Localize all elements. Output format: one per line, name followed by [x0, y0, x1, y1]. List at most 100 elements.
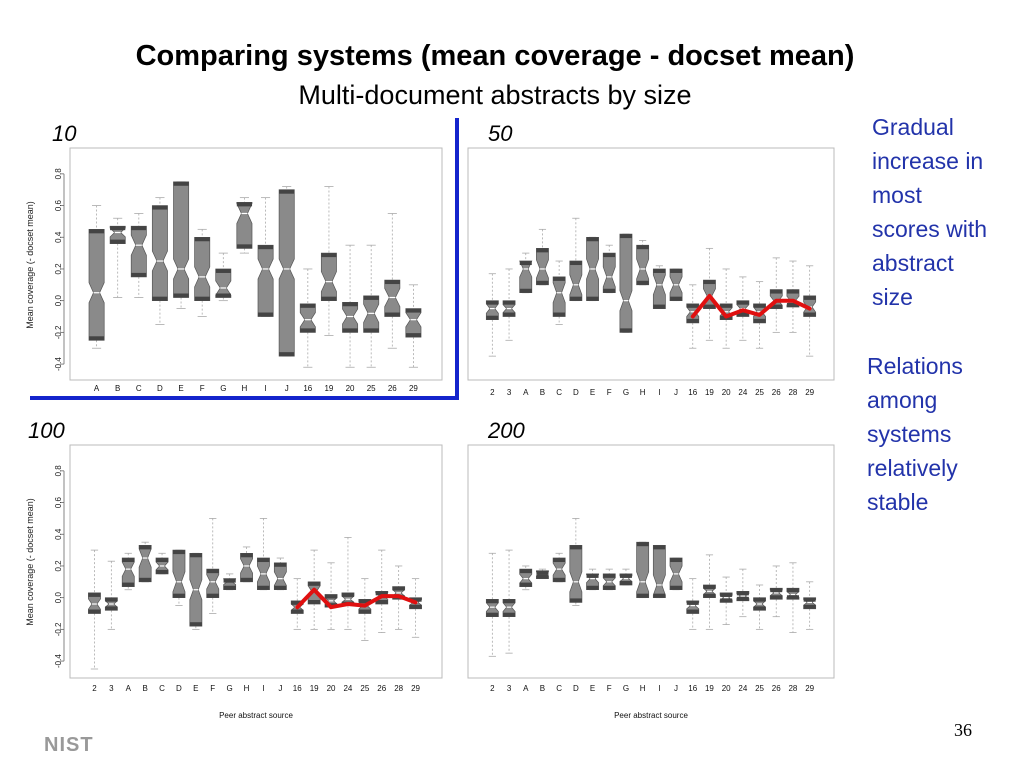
x-tick-label: G [623, 388, 629, 397]
box-C [552, 552, 566, 583]
x-tick-label: 25 [367, 384, 376, 393]
box-C [552, 260, 566, 325]
y-axis-label: Mean coverage (- docset mean) [25, 498, 35, 626]
note-relations-stable: Relations among systems relatively stabl… [867, 349, 963, 519]
x-tick-label: I [264, 384, 266, 393]
box-2 [88, 549, 101, 670]
x-tick-label: B [540, 388, 545, 397]
box-26 [384, 213, 401, 349]
x-tick-label: I [658, 388, 660, 397]
box-I [257, 518, 270, 591]
x-tick-label: D [573, 388, 579, 397]
y-tick-label: 0.4 [54, 231, 63, 243]
box-D [172, 549, 186, 606]
highlight-divider-vertical [455, 118, 459, 400]
box-28 [786, 562, 800, 633]
x-tick-label: A [94, 384, 100, 393]
x-tick-label: 26 [772, 388, 781, 397]
box-F [206, 518, 220, 614]
x-tick-label: 16 [293, 684, 302, 693]
y-tick-label: 0.0 [54, 295, 63, 307]
plot-frame [467, 444, 835, 679]
x-tick-label: F [607, 684, 612, 693]
trend-line [295, 587, 418, 610]
box-24 [341, 537, 355, 630]
note-line: scores with [872, 216, 988, 242]
box-H [636, 541, 650, 599]
x-tick-label: 24 [738, 684, 747, 693]
x-tick-label: 25 [360, 684, 369, 693]
y-axis-label: Mean coverage (- docset mean) [25, 201, 35, 329]
x-tick-label: 28 [788, 388, 797, 397]
x-tick-label: 16 [303, 384, 312, 393]
x-tick-label: H [640, 388, 646, 397]
x-tick-label: 20 [722, 684, 731, 693]
x-tick-label: E [590, 388, 595, 397]
note-line: Relations [867, 353, 963, 379]
x-tick-label: H [640, 684, 646, 693]
plot-frame [467, 147, 835, 381]
plot-frame [69, 444, 443, 679]
x-axis-label: Peer abstract source [614, 711, 688, 720]
box-F [602, 244, 616, 294]
note-line: most [872, 182, 922, 208]
slide-subtitle: Multi-document abstracts by size [298, 80, 692, 110]
x-tick-label: 2 [490, 388, 495, 397]
x-tick-label: 19 [705, 684, 714, 693]
x-tick-label: 28 [788, 684, 797, 693]
x-tick-label: J [674, 388, 678, 397]
box-E [586, 236, 599, 302]
box-J [278, 186, 295, 357]
box-C [155, 552, 169, 575]
note-line: systems [867, 421, 952, 447]
x-tick-label: A [523, 684, 529, 693]
x-tick-label: 25 [755, 684, 764, 693]
x-tick-label: 24 [738, 388, 747, 397]
x-tick-label: 16 [688, 684, 697, 693]
box-A [519, 252, 533, 294]
x-tick-label: 24 [343, 684, 352, 693]
y-tick-label: 0.0 [54, 592, 63, 604]
note-gradual-increase: Gradual increase in most scores with abs… [872, 110, 987, 314]
box-25 [753, 584, 766, 630]
x-tick-label: G [220, 384, 226, 393]
y-tick-label: -0.4 [54, 654, 63, 668]
box-20 [719, 576, 733, 626]
slide-title: Comparing systems (mean coverage - docse… [135, 40, 855, 72]
highlight-divider-horizontal [30, 396, 459, 400]
x-tick-label: D [573, 684, 579, 693]
box-E [173, 181, 190, 309]
note-line: among [867, 387, 938, 413]
x-tick-label: A [523, 388, 529, 397]
x-tick-label: D [157, 384, 163, 393]
y-tick-label: -0.4 [54, 357, 63, 371]
x-tick-label: 20 [327, 684, 336, 693]
x-tick-label: J [278, 684, 282, 693]
box-E [189, 552, 203, 630]
y-tick-label: 0.6 [54, 199, 63, 211]
x-tick-label: 28 [394, 684, 403, 693]
panel-size-label-10: 10 [52, 121, 77, 146]
x-axis-label: Peer abstract source [219, 711, 293, 720]
box-B [138, 541, 152, 583]
x-tick-label: E [193, 684, 198, 693]
x-tick-label: C [159, 684, 165, 693]
x-tick-label: 3 [507, 388, 512, 397]
box-J [273, 557, 287, 591]
box-26 [375, 549, 389, 633]
box-C [130, 213, 147, 298]
box-26 [769, 565, 783, 618]
x-tick-label: G [227, 684, 233, 693]
x-tick-label: D [176, 684, 182, 693]
box-B [536, 228, 549, 286]
box-D [569, 217, 583, 302]
x-tick-label: 3 [507, 684, 512, 693]
y-tick-label: 0.6 [54, 496, 63, 508]
box-I [652, 544, 666, 599]
panel-size-label-50: 50 [488, 121, 513, 146]
box-19 [307, 549, 321, 630]
x-tick-label: B [142, 684, 147, 693]
x-tick-label: C [556, 388, 562, 397]
box-29 [405, 284, 422, 368]
box-A [519, 565, 533, 591]
